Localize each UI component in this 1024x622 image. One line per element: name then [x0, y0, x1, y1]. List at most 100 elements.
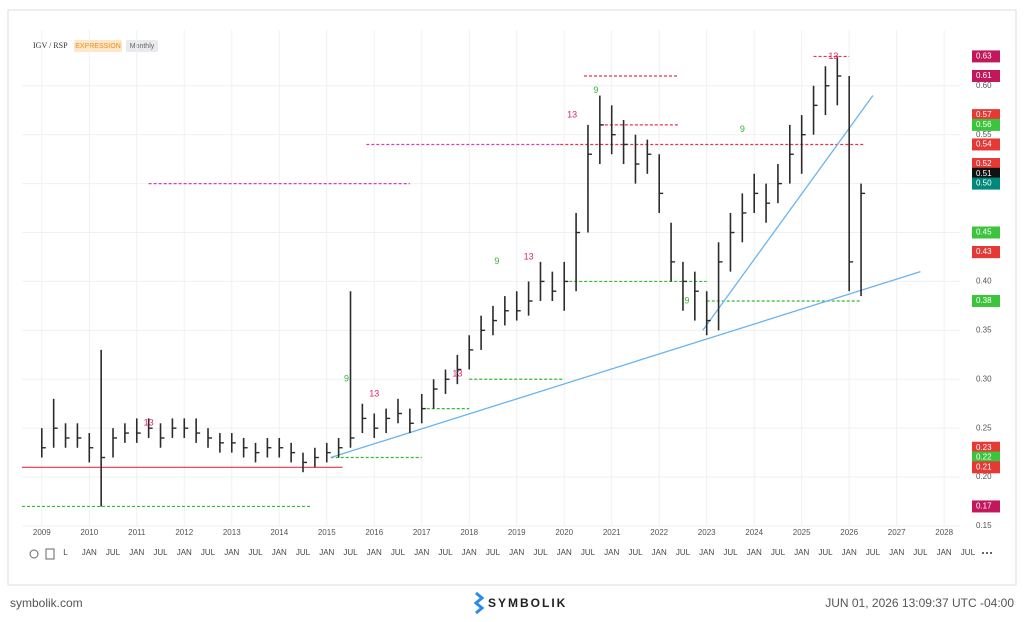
- x-tick-label: JAN: [557, 548, 572, 557]
- x-tick-label: JUL: [201, 548, 216, 557]
- x-tick-label: 2009: [33, 528, 51, 537]
- price-label: 0.61: [976, 71, 992, 80]
- price-label-bg: [972, 177, 1000, 190]
- x-tick-label: JAN: [177, 548, 192, 557]
- x-tick-label: JAN: [889, 548, 904, 557]
- x-tick-label: 2017: [413, 528, 431, 537]
- x-tick-label: JUL: [153, 548, 168, 557]
- price-label: 0.54: [976, 140, 992, 149]
- x-tick-label: JAN: [272, 548, 287, 557]
- site: symbolik.com: [10, 596, 83, 610]
- menu[interactable]: [982, 552, 984, 554]
- x-tick-label: 2014: [270, 528, 288, 537]
- badge: EXPRESSION: [75, 43, 121, 50]
- x-tick-label: 2021: [603, 528, 621, 537]
- x-tick-label: JUL: [818, 548, 833, 557]
- x-tick-label: JUL: [628, 548, 643, 557]
- y-tick-label: 0.40: [976, 277, 992, 286]
- count-label: 13: [369, 388, 379, 398]
- price-label: 0.63: [976, 52, 992, 61]
- y-tick-label: 0.20: [976, 472, 992, 481]
- x-tick-label: JUL: [676, 548, 691, 557]
- y-tick-label: 0.30: [976, 374, 992, 383]
- x-tick-label: JAN: [129, 548, 144, 557]
- x-tick-label: JAN: [82, 548, 97, 557]
- x-tick-label: 2024: [745, 528, 763, 537]
- x-tick-label: JUL: [486, 548, 501, 557]
- count-label: 9: [740, 124, 745, 134]
- card: [7, 9, 1017, 586]
- price-label: 0.56: [976, 120, 992, 129]
- x-tick-label: 2020: [555, 528, 573, 537]
- trend-line: [330, 271, 921, 459]
- count-label: 9: [344, 374, 349, 384]
- price-label-bg: [972, 109, 1000, 122]
- x-tick-label: JAN: [319, 548, 334, 557]
- x-tick-label: JUL: [533, 548, 548, 557]
- price-label-bg: [972, 69, 1000, 82]
- x-tick-label: JAN: [462, 548, 477, 557]
- x-tick-label: 2023: [698, 528, 716, 537]
- x-tick-label: 2012: [175, 528, 193, 537]
- x-tick-label: 2011: [128, 528, 146, 537]
- y-tick-label: 0.15: [976, 521, 992, 530]
- x-tick-label: JUL: [771, 548, 786, 557]
- price-label-bg: [972, 441, 1000, 454]
- x-tick-label: JUL: [438, 548, 453, 557]
- price-label: 0.23: [976, 443, 992, 452]
- x-tick-label: JAN: [794, 548, 809, 557]
- x-tick-label: JUL: [343, 548, 358, 557]
- count-label: 9: [684, 295, 689, 305]
- badge-bg: [74, 40, 122, 52]
- count-label: 9: [593, 85, 598, 95]
- x-tick-label: 2015: [318, 528, 336, 537]
- x-tick-label: L: [63, 548, 68, 557]
- count-label: 13: [567, 109, 577, 119]
- price-label: 0.50: [976, 179, 992, 188]
- menu[interactable]: [986, 552, 988, 554]
- price-label: 0.21: [976, 462, 992, 471]
- x-tick-label: JAN: [747, 548, 762, 557]
- x-tick-label: JAN: [652, 548, 667, 557]
- x-tick-label: 2027: [888, 528, 906, 537]
- x-tick-label: JAN: [937, 548, 952, 557]
- icon[interactable]: [29, 549, 39, 559]
- logo: [473, 591, 485, 615]
- x-tick-label: 2025: [793, 528, 811, 537]
- x-tick-label: JUL: [248, 548, 263, 557]
- price-label-bg: [972, 461, 1000, 474]
- count-label: 13: [452, 369, 462, 379]
- price-label-bg: [972, 226, 1000, 239]
- x-tick-label: JUL: [391, 548, 406, 557]
- interval: Monthly: [130, 43, 155, 50]
- marks: 131313131313999990.630.610.570.560.540.5…: [22, 50, 1000, 513]
- trend-line: [702, 95, 874, 331]
- x-tick-label: JUL: [913, 548, 928, 557]
- price-label-bg: [972, 500, 1000, 513]
- x-tick-label: 2016: [365, 528, 383, 537]
- x-tick-label: 2022: [650, 528, 668, 537]
- icon[interactable]: [45, 548, 55, 560]
- price-label: 0.57: [976, 110, 992, 119]
- y-tick-label: 0.35: [976, 325, 992, 334]
- timestamp: JUN 01, 2026 13:09:37 UTC -04:00: [825, 596, 1014, 610]
- price-label-bg: [972, 246, 1000, 259]
- count-label: 9: [494, 256, 499, 266]
- y-tick-label: 0.60: [976, 81, 992, 90]
- y-tick-label: 0.55: [976, 130, 992, 139]
- menu[interactable]: [990, 552, 992, 554]
- x-tick-label: JUL: [106, 548, 121, 557]
- price-label: 0.51: [976, 169, 992, 178]
- price-label: 0.52: [976, 159, 992, 168]
- count-label: 13: [828, 51, 838, 61]
- price-label: 0.17: [976, 502, 992, 511]
- x-tick-label: JUL: [961, 548, 976, 557]
- price-label: 0.38: [976, 296, 992, 305]
- x-tick-label: JUL: [296, 548, 311, 557]
- x-tick-label: JUL: [723, 548, 738, 557]
- x-tick-label: JAN: [367, 548, 382, 557]
- price-label-bg: [972, 118, 1000, 131]
- x-tick-label: 2026: [840, 528, 858, 537]
- interval-bg: [126, 40, 158, 52]
